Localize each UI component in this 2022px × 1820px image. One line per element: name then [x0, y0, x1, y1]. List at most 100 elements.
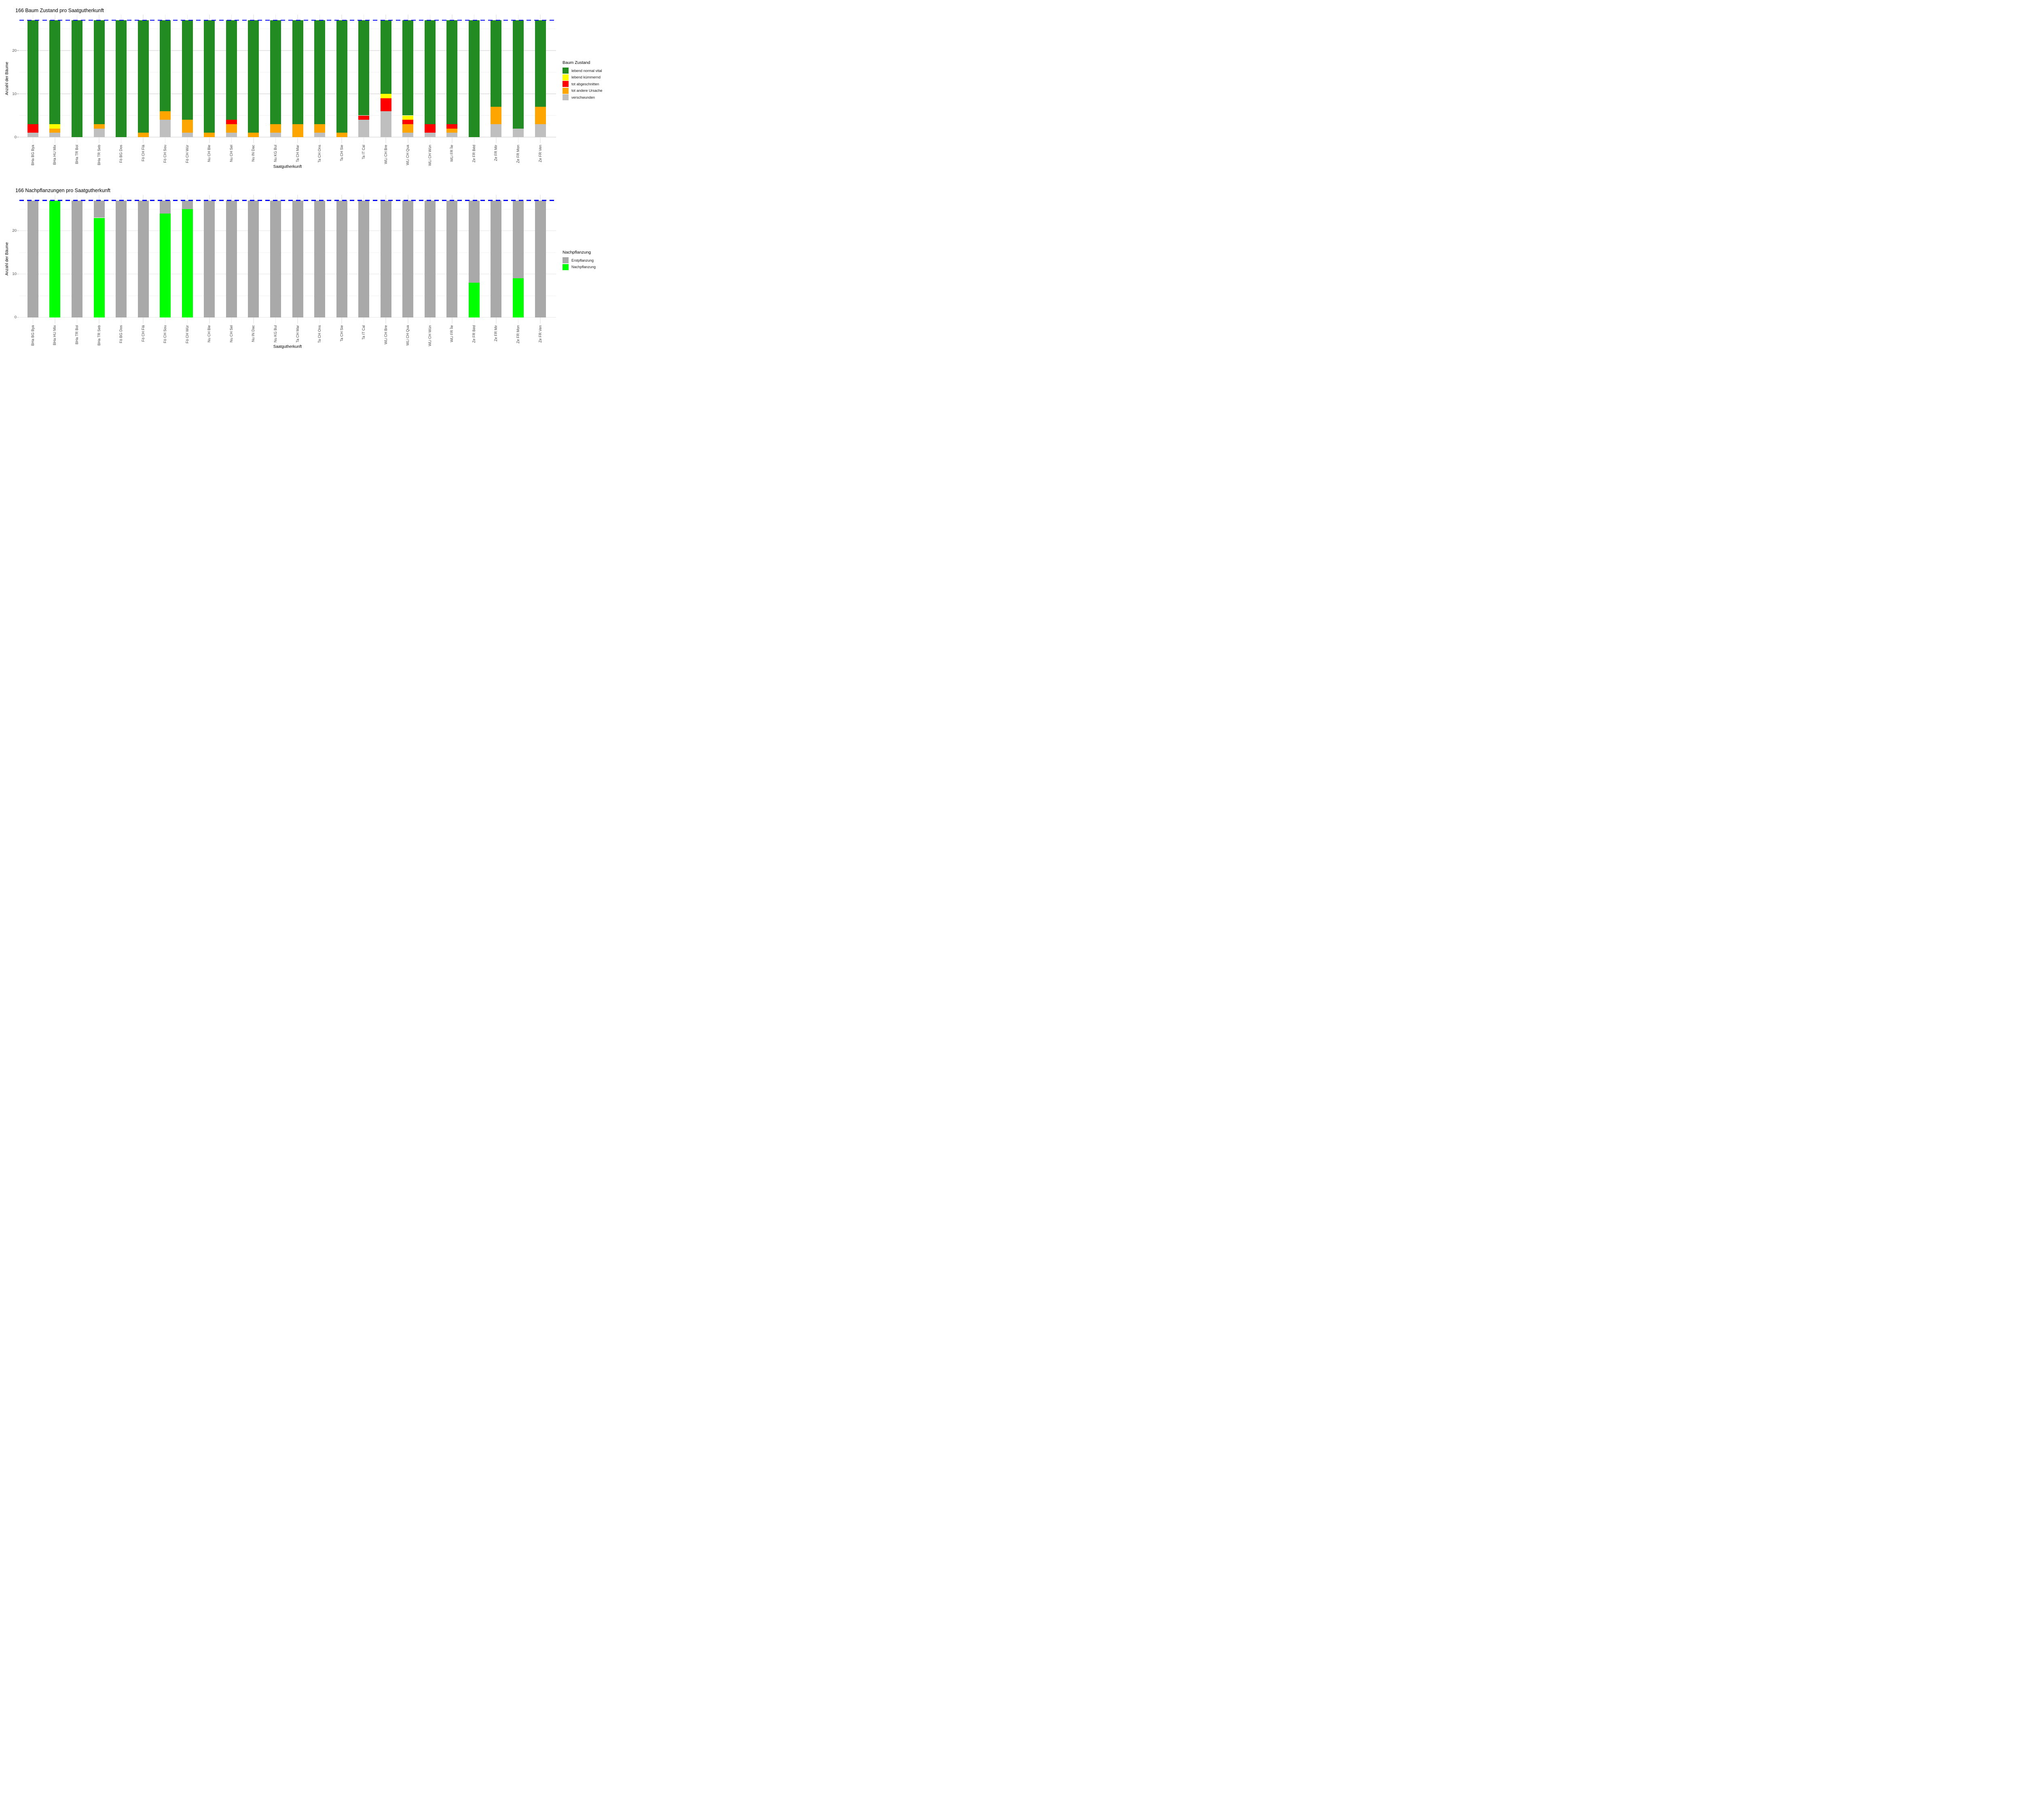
legend-item: lebend kümmernd [563, 74, 603, 80]
legend-items: Erstpflanzung Nachpflanzung [563, 257, 596, 270]
x-category-label: WLi FR Île [450, 145, 454, 162]
x-category-label: WLi CH Bre [383, 145, 388, 164]
bar-segment [402, 120, 414, 124]
bar-segment [226, 20, 237, 120]
bar-segment [93, 20, 105, 124]
y-axis-title: Anzahl der Bäume [5, 242, 9, 276]
legend-title: Baum Zustand [563, 60, 590, 65]
bar-segment [491, 20, 502, 107]
x-category-label: Nu CH Ble [207, 145, 212, 162]
legend-swatch [563, 74, 569, 80]
y-tick-label: 0 [14, 315, 17, 320]
x-category-label: Fö CH Sou [163, 145, 167, 163]
bar-segment [491, 200, 502, 317]
x-category-label: WLi FR Île [450, 325, 454, 343]
bar-segment [535, 20, 546, 107]
bar-segment [116, 20, 127, 137]
bar-segment [468, 20, 480, 137]
bar-segment [27, 133, 38, 137]
y-tick-label: 10 [12, 272, 17, 277]
bar-segment [160, 120, 171, 137]
y-tick-mark [17, 50, 19, 51]
bar-segment [160, 111, 171, 120]
x-category-label: Ta IT Cal [362, 325, 366, 340]
bar-segment [226, 133, 237, 137]
legend-item-label: tot abgeschnitten [571, 82, 599, 86]
bar-segment [204, 133, 215, 137]
x-category-label: Ta CH Mar [295, 145, 300, 163]
x-category-label: Ta IT Cal [362, 145, 366, 159]
x-category-label: Fö CH Sou [163, 325, 167, 343]
bar-segment [292, 124, 303, 137]
x-category-label: BHa BG Bya [30, 325, 35, 346]
legend-item-label: lebend normal vital [571, 68, 602, 73]
gridline-major [19, 93, 556, 94]
x-category-label: Ze FR Ven [538, 325, 542, 343]
x-category-label: Ta CH Ons [317, 145, 322, 163]
bar-segment [49, 128, 61, 133]
x-category-label: BHa TR Bol [75, 145, 79, 164]
chart-title: 166 Nachpflanzungen pro Saatgutherkunft [15, 188, 110, 193]
x-category-label: Ta CH Sie [339, 325, 344, 342]
legend-swatch [563, 264, 569, 270]
bar-segment [314, 200, 326, 317]
legend-swatch [563, 87, 569, 94]
x-category-label: BHa TR Seb [97, 325, 101, 346]
bar-segment [160, 20, 171, 111]
bar-segment [535, 107, 546, 124]
x-axis-title: Saatgutherkunft [273, 345, 302, 349]
bar-segment [182, 20, 193, 120]
bar-segment [468, 200, 480, 283]
gridline-major [19, 317, 556, 318]
bar-segment [513, 20, 524, 129]
gridline-minor [19, 115, 556, 116]
legend-item-label: verschwunden [571, 95, 595, 99]
bar-segment [270, 124, 281, 133]
bar-segment [72, 200, 82, 317]
x-category-label: Ze FR Béd [472, 145, 476, 163]
x-category-label: Nu CH Ble [207, 325, 212, 343]
x-category-label: Fö BG Dos [119, 145, 123, 163]
legend-items: lebend normal vital lebend kümmernd tot ab… [563, 68, 603, 100]
bar-segment [314, 20, 326, 124]
bar-segment [49, 200, 61, 317]
legend-item: tot andere Ursache [563, 87, 603, 94]
y-tick-label: 20 [12, 229, 17, 233]
bar-segment [116, 200, 127, 317]
bar-segment [314, 124, 326, 133]
bar-segment [137, 20, 149, 133]
bar-segment [292, 20, 303, 124]
x-category-label: BHa HU Mix [53, 145, 57, 165]
bar-segment [402, 200, 414, 317]
y-tick-label: 10 [12, 91, 17, 96]
bar-segment [270, 20, 281, 124]
bar-segment [93, 124, 105, 129]
x-category-label: Fö CH Flä [141, 325, 145, 342]
bar-segment [314, 133, 326, 137]
legend-title: Nachpflanzung [563, 250, 591, 255]
x-category-label: WLi CH Wün [427, 325, 432, 347]
x-category-label: Ta CH Sie [339, 145, 344, 161]
bar-segment [137, 133, 149, 137]
x-category-label: BHa HU Mix [53, 325, 57, 345]
bar-segment [424, 200, 436, 317]
bar-segment [270, 200, 281, 317]
x-category-label: Ze FR Mir [494, 325, 498, 341]
bar-segment [446, 128, 458, 133]
reference-line [19, 200, 556, 201]
bar-segment [513, 278, 524, 317]
gridline-major [19, 137, 556, 138]
bar-segment [204, 200, 215, 317]
bar-segment [137, 200, 149, 317]
gridline-major [19, 273, 556, 275]
legend-swatch [563, 81, 569, 87]
x-category-label: Nu IN Dac [251, 145, 256, 162]
bar-segment [513, 128, 524, 137]
bar-segment [358, 20, 370, 116]
bar-segment [446, 200, 458, 317]
bar-segment [491, 124, 502, 137]
bar-segment [513, 200, 524, 279]
bar-segment [380, 98, 391, 111]
bar-segment [160, 213, 171, 317]
bar-segment [248, 200, 259, 317]
